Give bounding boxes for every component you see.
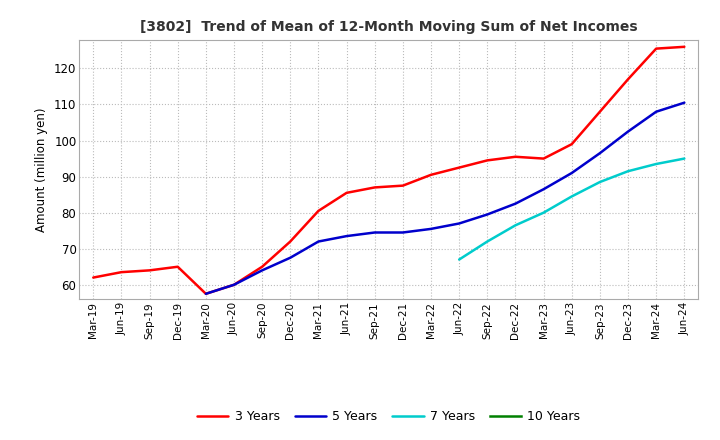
3 Years [511,154,520,159]
Line: 5 Years: 5 Years [206,103,684,294]
3 Years [652,46,660,51]
3 Years [286,239,294,244]
3 Years [342,190,351,195]
5 Years [567,170,576,176]
5 Years [370,230,379,235]
5 Years [483,212,492,217]
3 Years [539,156,548,161]
3 Years [202,291,210,297]
3 Years [174,264,182,269]
3 Years [230,282,238,287]
3 Years [427,172,436,177]
5 Years [258,268,266,273]
3 Years [595,109,604,114]
5 Years [624,129,632,134]
3 Years [145,268,154,273]
7 Years [680,156,688,161]
7 Years [455,257,464,262]
3 Years [314,208,323,213]
7 Years [652,161,660,167]
5 Years [595,150,604,156]
7 Years [567,194,576,199]
5 Years [314,239,323,244]
5 Years [539,187,548,192]
3 Years [624,77,632,82]
3 Years [370,185,379,190]
3 Years [483,158,492,163]
5 Years [427,226,436,231]
3 Years [567,142,576,147]
5 Years [455,221,464,226]
3 Years [399,183,408,188]
3 Years [258,264,266,269]
7 Years [624,169,632,174]
7 Years [539,210,548,215]
5 Years [680,100,688,105]
7 Years [483,239,492,244]
5 Years [511,201,520,206]
Legend: 3 Years, 5 Years, 7 Years, 10 Years: 3 Years, 5 Years, 7 Years, 10 Years [192,405,585,428]
Y-axis label: Amount (million yen): Amount (million yen) [35,107,48,231]
3 Years [89,275,98,280]
7 Years [511,223,520,228]
5 Years [286,255,294,260]
3 Years [455,165,464,170]
7 Years [595,180,604,185]
5 Years [652,109,660,114]
5 Years [202,291,210,297]
5 Years [342,234,351,239]
3 Years [117,270,126,275]
3 Years [680,44,688,49]
5 Years [230,282,238,287]
Title: [3802]  Trend of Mean of 12-Month Moving Sum of Net Incomes: [3802] Trend of Mean of 12-Month Moving … [140,20,638,34]
Line: 7 Years: 7 Years [459,158,684,260]
Line: 3 Years: 3 Years [94,47,684,294]
5 Years [399,230,408,235]
